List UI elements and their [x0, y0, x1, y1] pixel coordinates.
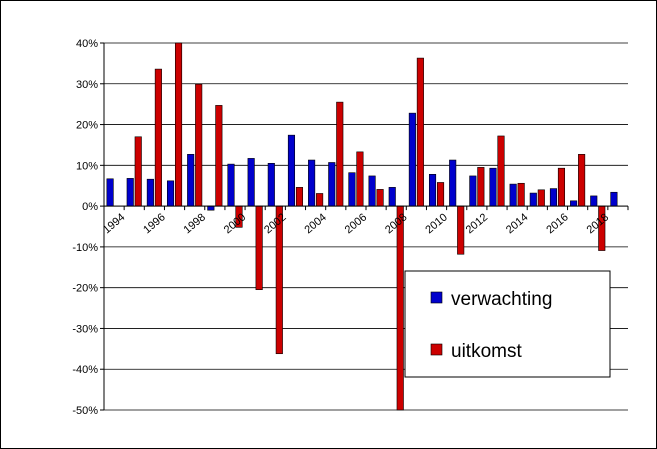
x-tick-label: 2000 — [222, 211, 248, 236]
y-tick-label: 30% — [76, 79, 98, 91]
bar-verwachting-1996 — [146, 178, 154, 207]
bar-verwachting-2004 — [308, 159, 316, 207]
bar-uitkomst-2006 — [356, 151, 364, 207]
y-tick-label: -10% — [72, 242, 98, 254]
bar-uitkomst-2015 — [537, 189, 545, 207]
x-tick-label: 1994 — [101, 211, 127, 236]
bar-verwachting-1994 — [106, 178, 114, 207]
y-tick-label: 20% — [76, 120, 98, 132]
x-tick-label: 2006 — [343, 211, 369, 236]
x-tick-label: 2016 — [544, 211, 570, 236]
y-tick-label: -50% — [72, 405, 98, 417]
x-tick-label: 2008 — [383, 211, 409, 236]
legend-swatch-uitkomst — [430, 343, 443, 356]
x-tick-label: 2014 — [504, 211, 530, 236]
y-tick-label: 40% — [76, 38, 98, 50]
bar-verwachting-2011 — [449, 159, 457, 207]
legend: verwachting uitkomst — [404, 270, 611, 378]
bars — [106, 42, 618, 411]
bar-verwachting-2007 — [368, 175, 376, 207]
y-tick-label: -30% — [72, 323, 98, 335]
x-tick-label: 2012 — [464, 211, 490, 236]
x-tick-label: 2002 — [262, 211, 288, 236]
x-tick-label: 2018 — [585, 211, 611, 236]
bar-uitkomst-1996 — [154, 68, 162, 207]
bar-verwachting-2017 — [570, 200, 578, 207]
bar-uitkomst-2004 — [316, 193, 324, 207]
bar-uitkomst-1997 — [174, 42, 183, 207]
bar-verwachting-2015 — [529, 192, 537, 207]
bar-verwachting-1997 — [166, 180, 175, 207]
y-tick-label: 10% — [76, 160, 98, 172]
bar-verwachting-1998 — [187, 154, 195, 207]
bar-uitkomst-2010 — [436, 182, 445, 207]
bar-uitkomst-2009 — [416, 57, 424, 207]
y-tick-label: -20% — [72, 283, 98, 295]
bar-uitkomst-2001 — [255, 205, 263, 291]
bar-verwachting-2006 — [348, 172, 356, 207]
legend-label-verwachting: verwachting — [451, 289, 552, 310]
bar-uitkomst-1995 — [134, 136, 142, 207]
bar-verwachting-2003 — [287, 134, 296, 207]
bar-verwachting-2010 — [428, 174, 437, 207]
bar-uitkomst-2005 — [336, 101, 344, 207]
bar-verwachting-2002 — [267, 162, 275, 207]
bar-verwachting-2008 — [388, 187, 396, 207]
bar-uitkomst-1999 — [215, 105, 223, 207]
bar-verwachting-1999 — [207, 205, 215, 211]
legend-box — [404, 270, 611, 378]
bar-uitkomst-2008 — [396, 205, 404, 411]
bar-verwachting-2018 — [590, 195, 598, 207]
bar-uitkomst-2011 — [457, 205, 465, 255]
bar-uitkomst-2016 — [557, 167, 566, 207]
x-tick-label: 2004 — [302, 211, 328, 236]
bar-verwachting-2009 — [408, 112, 416, 207]
bar-uitkomst-2014 — [517, 182, 525, 207]
axes — [100, 42, 629, 411]
y-tick-label: -40% — [72, 364, 98, 376]
bar-verwachting-2000 — [227, 163, 235, 207]
bar-verwachting-2013 — [489, 167, 497, 207]
bar-verwachting-2016 — [549, 188, 558, 207]
bar-uitkomst-2012 — [477, 167, 485, 207]
bar-verwachting-2001 — [247, 158, 255, 207]
bar-verwachting-1995 — [126, 178, 134, 207]
bar-verwachting-2012 — [469, 175, 477, 207]
legend-label-uitkomst: uitkomst — [451, 341, 522, 362]
x-tick-label: 1996 — [141, 211, 167, 236]
y-tick-label: 0% — [82, 201, 98, 213]
bar-uitkomst-2007 — [376, 189, 384, 207]
bar-verwachting-2019 — [610, 191, 618, 207]
bar-uitkomst-2013 — [497, 135, 505, 207]
bar-verwachting-2014 — [509, 183, 517, 207]
bar-uitkomst-1998 — [195, 83, 203, 207]
bar-uitkomst-2017 — [578, 154, 586, 207]
x-tick-label: 1998 — [182, 211, 208, 236]
x-tick-label: 2010 — [423, 211, 449, 236]
bar-uitkomst-2003 — [295, 187, 304, 207]
bar-verwachting-2005 — [328, 162, 336, 207]
legend-swatch-verwachting — [430, 291, 443, 304]
